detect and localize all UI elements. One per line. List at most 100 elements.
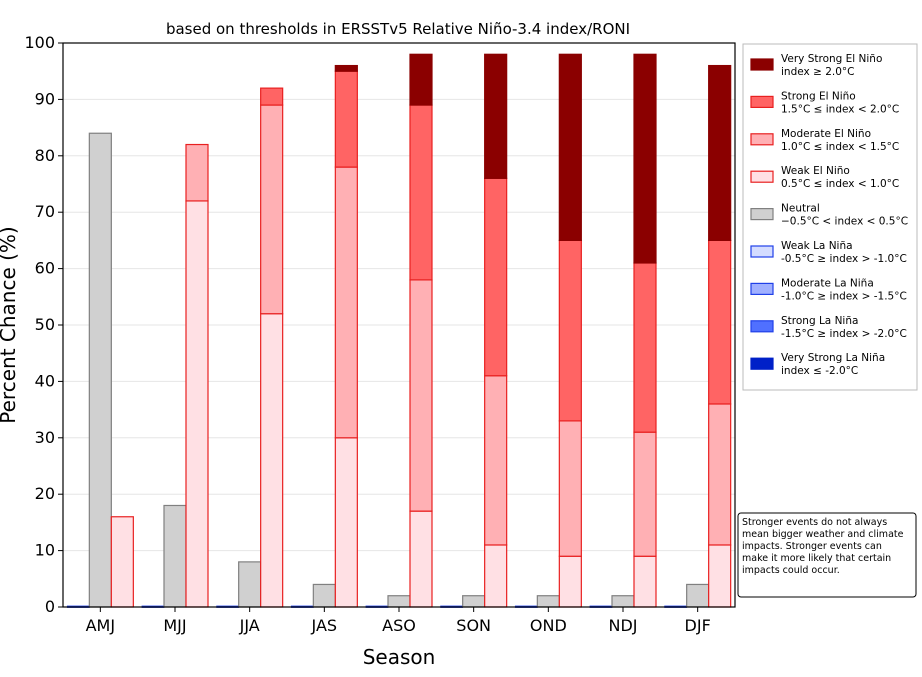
x-tick-label-mjj: MJJ — [163, 616, 186, 635]
legend-swatch-neutral — [750, 208, 774, 221]
legend-range-strong-la-nina: -1.5°C ≥ index > -2.0°C — [781, 328, 907, 340]
bar-very-strong-el-nino-ond — [558, 53, 582, 241]
note-line-3: impacts. Stronger events can — [742, 541, 882, 552]
bar-moderate-el-nino-ond — [558, 420, 582, 557]
bar-weak-el-nino-jja — [260, 313, 284, 608]
x-axis-ticks: AMJ MJJ JJA JAS ASO SON OND NDJ DJF — [86, 607, 711, 635]
bar-neutral-mjj — [163, 504, 187, 608]
legend-range-weak-la-nina: -0.5°C ≥ index > -1.0°C — [781, 253, 907, 265]
bar-moderate-el-nino-jja — [260, 104, 284, 315]
bars — [66, 53, 732, 608]
x-tick-label-jas: JAS — [311, 616, 338, 635]
legend-range-neutral: −0.5°C < index < 0.5°C — [781, 216, 908, 228]
bar-very-strong-el-nino-jas — [334, 64, 358, 72]
x-tick-label-aso: ASO — [382, 616, 416, 635]
legend-range-very-strong-el-nino: index ≥ 2.0°C — [781, 66, 854, 78]
bar-moderate-el-nino-aso — [409, 279, 433, 512]
bar-weak-el-nino-mjj — [185, 200, 209, 608]
y-tick-label-10: 10 — [35, 541, 55, 560]
legend-swatch-strong-el-nino — [750, 95, 774, 109]
y-tick-label-40: 40 — [35, 371, 55, 390]
bar-neutral-jas — [312, 583, 336, 608]
x-tick-label-amj: AMJ — [86, 616, 115, 635]
bar-strong-el-nino-son — [484, 177, 508, 377]
legend-label-moderate-el-nino: Moderate El Niño — [781, 128, 871, 140]
legend-swatch-weak-el-nino — [750, 170, 774, 183]
bar-very-strong-el-nino-aso — [409, 53, 433, 106]
legend-range-moderate-la-nina: -1.0°C ≥ index > -1.5°C — [781, 290, 907, 302]
x-tick-label-ndj: NDJ — [608, 616, 637, 635]
bar-weak-el-nino-djf — [708, 544, 732, 608]
bar-strong-el-nino-ond — [558, 239, 582, 422]
bar-weak-el-nino-son — [484, 544, 508, 608]
y-tick-label-50: 50 — [35, 315, 55, 334]
legend-range-moderate-el-nino: 1.0°C ≤ index < 1.5°C — [781, 141, 899, 153]
legend-label-weak-el-nino: Weak El Niño — [781, 165, 850, 177]
legend-label-weak-la-nina: Weak La Niña — [781, 240, 853, 252]
y-tick-label-0: 0 — [45, 597, 55, 616]
bar-very-strong-el-nino-son — [484, 53, 508, 179]
bar-weak-el-nino-amj — [110, 516, 134, 608]
bar-strong-el-nino-jas — [334, 70, 358, 168]
chart-subtitle: based on thresholds in ERSSTv5 Relative … — [166, 20, 630, 38]
legend-swatch-moderate-la-nina — [750, 282, 774, 295]
y-tick-label-30: 30 — [35, 428, 55, 447]
bar-very-strong-el-nino-ndj — [633, 53, 657, 264]
bar-neutral-son — [462, 595, 486, 608]
legend-swatch-strong-la-nina — [750, 320, 774, 333]
bar-strong-el-nino-jja — [260, 87, 284, 106]
bar-neutral-amj — [88, 132, 112, 608]
x-tick-label-son: SON — [456, 616, 491, 635]
bar-neutral-djf — [686, 583, 710, 608]
legend-range-very-strong-la-nina: index ≤ -2.0°C — [781, 365, 858, 377]
bar-moderate-el-nino-jas — [334, 166, 358, 439]
legend-range-strong-el-nino: 1.5°C ≤ index < 2.0°C — [781, 103, 899, 115]
legend-label-strong-la-nina: Strong La Niña — [781, 315, 858, 327]
bar-very-strong-el-nino-djf — [708, 64, 732, 241]
legend-label-very-strong-el-nino: Very Strong El Niño — [781, 53, 882, 65]
bar-weak-el-nino-jas — [334, 437, 358, 608]
legend-label-very-strong-la-nina: Very Strong La Niña — [781, 352, 885, 364]
legend-label-moderate-la-nina: Moderate La Niña — [781, 277, 874, 289]
note-line-4: make it more likely that certain — [742, 553, 891, 564]
legend-swatch-very-strong-el-nino — [750, 58, 774, 71]
bar-weak-el-nino-ond — [558, 555, 582, 608]
legend-swatch-moderate-el-nino — [750, 133, 774, 146]
legend-swatch-very-strong-la-nina — [750, 357, 774, 370]
x-tick-label-jja: JJA — [239, 616, 260, 635]
y-tick-label-60: 60 — [35, 259, 55, 278]
legend-label-neutral: Neutral — [781, 203, 820, 215]
bar-weak-el-nino-aso — [409, 510, 433, 608]
bar-moderate-el-nino-mjj — [185, 143, 209, 202]
y-axis-title: Percent Chance (%) — [0, 226, 20, 423]
y-tick-label-90: 90 — [35, 89, 55, 108]
legend-swatch-weak-la-nina — [750, 245, 774, 258]
bar-neutral-jja — [238, 561, 262, 608]
bar-neutral-ond — [536, 595, 560, 608]
plot-frame — [62, 42, 736, 608]
note-line-2: mean bigger weather and climate — [742, 529, 904, 540]
note-line-5: impacts could occur. — [742, 565, 840, 576]
y-tick-label-20: 20 — [35, 484, 55, 503]
legend-label-strong-el-nino: Strong El Niño — [781, 90, 856, 102]
x-tick-label-djf: DJF — [685, 616, 711, 635]
svg-text:Stronger events do not always: Stronger events do not always mean bigge… — [742, 517, 907, 576]
note-line-1: Stronger events do not always — [742, 517, 887, 528]
bar-neutral-aso — [387, 595, 411, 608]
bar-moderate-el-nino-ndj — [633, 431, 657, 557]
y-tick-label-80: 80 — [35, 146, 55, 165]
bar-moderate-el-nino-son — [484, 375, 508, 546]
y-tick-label-70: 70 — [35, 202, 55, 221]
x-axis-title: Season — [363, 645, 436, 669]
bar-strong-el-nino-aso — [409, 104, 433, 281]
y-axis-ticks: 0 10 20 30 40 50 60 70 80 90 100 — [24, 33, 63, 616]
y-tick-label-100: 100 — [24, 33, 55, 52]
impacts-note: Stronger events do not always mean bigge… — [737, 512, 917, 598]
note-box — [737, 512, 917, 598]
bar-weak-el-nino-ndj — [633, 555, 657, 608]
bar-strong-el-nino-djf — [708, 239, 732, 405]
bar-neutral-ndj — [611, 595, 635, 608]
bar-moderate-el-nino-djf — [708, 403, 732, 546]
